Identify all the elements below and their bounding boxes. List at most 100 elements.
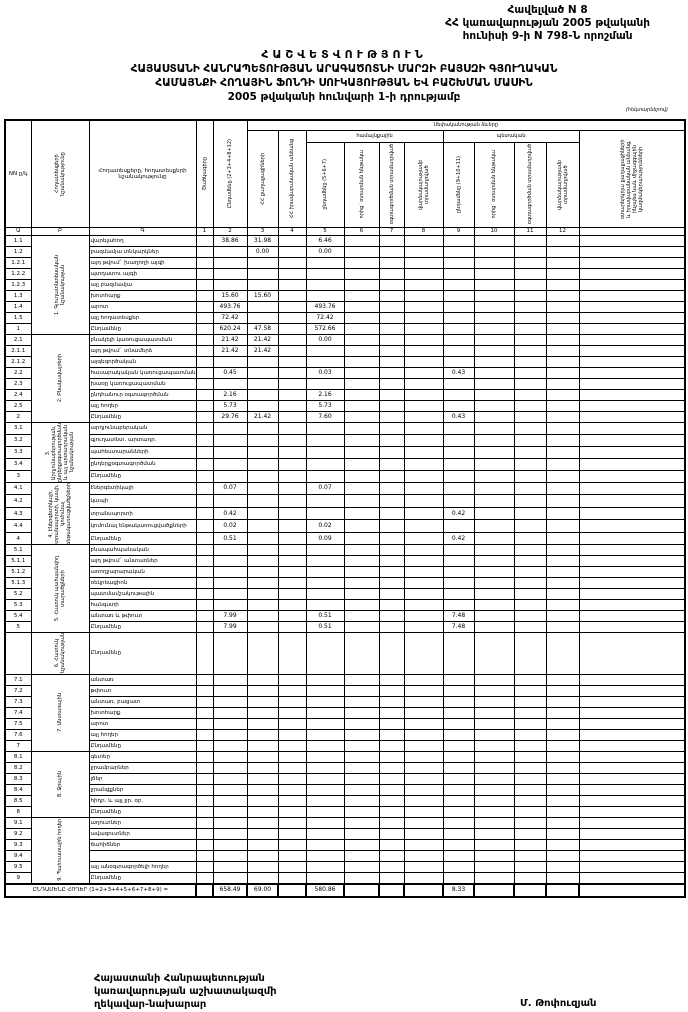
value-cell-col-10	[513, 388, 547, 401]
value-cell-col-5	[343, 445, 380, 459]
value-cell-col-0	[195, 621, 214, 634]
value-cell-col-11	[545, 728, 580, 741]
value-cell-col-1	[212, 816, 248, 829]
value-cell-col-10	[513, 519, 547, 533]
value-cell-col-2	[246, 300, 279, 313]
value-cell-col-6	[378, 577, 405, 590]
group-label-text: 9. Պահուստային հողեր	[57, 819, 63, 881]
value-cell-col-3	[277, 366, 307, 379]
value-cell-col-1	[212, 278, 248, 291]
value-cell-col-10	[513, 783, 547, 796]
value-cell-col-5	[343, 816, 380, 829]
land-type-name: Ընդամենը	[88, 871, 197, 885]
value-cell-col-12	[578, 739, 686, 752]
value-cell-col-6	[378, 445, 405, 459]
value-cell-col-3	[277, 610, 307, 623]
value-cell-col-11	[545, 838, 580, 851]
land-type-name: խոտհարք	[88, 706, 197, 719]
value-cell-col-5	[343, 838, 380, 851]
value-cell-col-0	[195, 311, 214, 324]
value-cell-col-7	[403, 410, 444, 423]
signature-line: ղեկավար-նախարար	[94, 999, 207, 1010]
total-value-col-8: 8.33	[442, 882, 475, 898]
value-cell-col-3	[277, 695, 307, 708]
value-cell-col-4: 5.73	[305, 399, 345, 412]
value-cell-col-6	[378, 621, 405, 634]
value-cell-col-7	[403, 566, 444, 579]
value-cell-col-8	[442, 278, 475, 291]
value-cell-col-11	[545, 457, 580, 471]
value-cell-col-9	[473, 245, 515, 258]
value-cell-col-12	[578, 245, 686, 258]
land-type-name: անտառ և թփուտ	[88, 610, 197, 623]
group-label-text: 8. Ջրային	[57, 771, 63, 798]
value-cell-col-9	[473, 783, 515, 796]
value-cell-col-10	[513, 506, 547, 521]
table-row: 7.4 խոտհարք	[4, 706, 686, 719]
value-cell-col-2	[246, 783, 279, 796]
value-cell-col-11	[545, 421, 580, 435]
value-cell-col-4	[305, 494, 345, 508]
value-cell-col-5	[343, 421, 380, 435]
value-cell-col-6	[378, 421, 405, 435]
row-number: 1.1	[4, 234, 32, 247]
value-cell-col-11	[545, 366, 580, 379]
value-cell-col-11	[545, 267, 580, 280]
table-row: 1.2.1 այդ թվում` խաղողի այգի	[4, 256, 686, 269]
group-label-text: 3. Արդյունաբերության, ընդերքօգտագործման …	[45, 422, 75, 482]
land-type-name: լճեր	[88, 772, 197, 785]
value-cell-col-12	[578, 445, 686, 459]
value-cell-col-12	[578, 816, 686, 829]
value-cell-col-9	[473, 871, 515, 885]
row-number: 2.1.1	[4, 344, 32, 357]
value-cell-col-11	[545, 577, 580, 590]
value-cell-col-2	[246, 256, 279, 269]
row-number: 1.3	[4, 289, 32, 302]
value-cell-col-0	[195, 706, 214, 719]
value-cell-col-12	[578, 805, 686, 818]
value-cell-col-12	[578, 388, 686, 401]
value-cell-col-0	[195, 531, 214, 546]
annex-line: Հավելված N 8	[507, 4, 588, 16]
value-cell-col-6	[378, 544, 405, 557]
value-cell-col-11	[545, 278, 580, 291]
value-cell-col-7	[403, 783, 444, 796]
value-cell-col-3	[277, 256, 307, 269]
value-cell-col-2	[246, 531, 279, 546]
group-label: 9. Պահուստային հողեր	[30, 816, 90, 885]
value-cell-col-7	[403, 555, 444, 568]
value-cell-col-7	[403, 457, 444, 471]
table-row: 1.1 1. Գյուղատնտեսական նշանակության վարելա…	[4, 234, 686, 335]
row-number: 8.2	[4, 761, 32, 774]
land-type-name: Ընդամենը	[88, 739, 197, 752]
table-row: 2.1.2 այգեգործական	[4, 355, 686, 368]
value-cell-col-10	[513, 838, 547, 851]
value-cell-col-10	[513, 695, 547, 708]
value-cell-col-3	[277, 234, 307, 247]
value-cell-col-11	[545, 849, 580, 862]
value-cell-col-5	[343, 684, 380, 697]
value-cell-col-12	[578, 278, 686, 291]
value-cell-col-2	[246, 481, 279, 496]
value-cell-col-3	[277, 344, 307, 357]
table-row: 7.3 անտառ. բացատ	[4, 695, 686, 708]
value-cell-col-0	[195, 519, 214, 533]
value-cell-col-8	[442, 577, 475, 590]
value-cell-col-4	[305, 794, 345, 807]
value-cell-col-5	[343, 494, 380, 508]
value-cell-col-2: 47.58	[246, 322, 279, 335]
value-cell-col-8	[442, 377, 475, 390]
value-cell-col-5	[343, 457, 380, 471]
value-cell-col-3	[277, 333, 307, 346]
table-row: 8.3 լճեր	[4, 772, 686, 785]
value-cell-col-10	[513, 827, 547, 840]
row-number: 3.1	[4, 421, 32, 435]
value-cell-col-11	[545, 695, 580, 708]
row-number: 1.2.1	[4, 256, 32, 269]
value-cell-col-0	[195, 566, 214, 579]
value-cell-col-6	[378, 469, 405, 483]
value-cell-col-5	[343, 300, 380, 313]
value-cell-col-9	[473, 544, 515, 557]
value-cell-col-11	[545, 256, 580, 269]
value-cell-col-1	[212, 684, 248, 697]
